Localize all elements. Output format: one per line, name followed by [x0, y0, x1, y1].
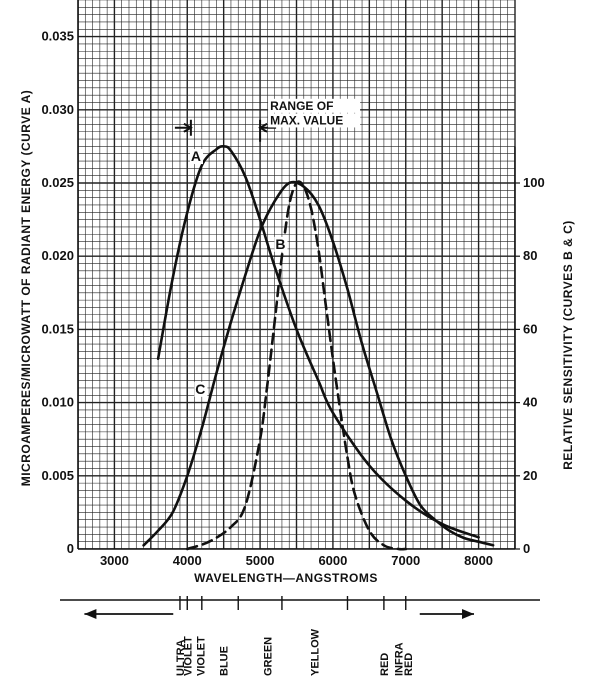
- curve-label-a: A: [191, 148, 201, 164]
- left-tick-label: 0.010: [41, 395, 74, 410]
- left-tick-label: 0.030: [41, 102, 74, 117]
- x-tick-label: 7000: [391, 553, 420, 568]
- left-y-axis: 0 0.005 0.010 0.015 0.020 0.025 0.030 0.035: [41, 29, 74, 556]
- spectrum-label: RED: [403, 653, 415, 676]
- x-axis: 3000 4000 5000 6000 7000 8000: [100, 553, 493, 568]
- x-tick-label: 8000: [464, 553, 493, 568]
- right-tick-label: 80: [523, 248, 537, 263]
- annotation-background: [268, 98, 361, 113]
- x-tick-label: 4000: [173, 553, 202, 568]
- spectrum-label: VIOLET: [182, 636, 194, 676]
- spectrum-right-arrowhead: [462, 609, 475, 619]
- x-axis-title: WAVELENGTH—ANGSTROMS: [194, 571, 378, 585]
- grid: [77, 0, 516, 550]
- right-tick-label: 60: [523, 321, 537, 336]
- x-tick-label: 5000: [246, 553, 275, 568]
- annotation-background: [268, 113, 361, 128]
- curve-label-c: C: [195, 381, 205, 397]
- left-panel: [0, 0, 78, 549]
- range-left-arrowhead: [183, 122, 193, 133]
- right-tick-label: 100: [523, 175, 545, 190]
- annotation-text: RANGE OF: [270, 99, 333, 113]
- spectrum-label: GREEN: [262, 637, 274, 676]
- x-tick-label: 6000: [318, 553, 347, 568]
- spectrum-label: INFRA: [393, 642, 405, 676]
- left-tick-label: 0.005: [41, 468, 74, 483]
- curve-label-b: B: [275, 236, 285, 252]
- spectrum-label: BLUE: [219, 646, 231, 676]
- range-right-arrowhead: [258, 122, 268, 133]
- left-tick-label: 0.025: [41, 175, 74, 190]
- curve-label-background: [274, 236, 288, 252]
- spectrum-left-arrowhead: [84, 609, 97, 619]
- right-tick-label: 20: [523, 468, 537, 483]
- x-tick-label: 3000: [100, 553, 129, 568]
- curve-label-background: [189, 149, 203, 165]
- series-a-line: [156, 145, 480, 539]
- spectrum-label: RED: [379, 653, 391, 676]
- left-tick-label: 0.015: [41, 321, 74, 336]
- right-y-axis: 0 20 40 60 80 100: [515, 175, 545, 556]
- right-tick-label: 0: [523, 541, 530, 556]
- spectrum-label: YELLOW: [310, 628, 322, 676]
- left-tick-label: 0.035: [41, 29, 74, 44]
- right-panel: [515, 146, 591, 549]
- left-tick-label: 0.020: [41, 248, 74, 263]
- spectrum-label: ULTRA: [175, 639, 187, 676]
- left-tick-label: 0: [67, 541, 74, 556]
- spectrum-label: VIOLET: [195, 636, 207, 676]
- annotation-text: MAX. VALUE: [270, 113, 343, 127]
- series-c-line: [142, 180, 495, 547]
- series: [142, 145, 495, 551]
- series-b-line: [186, 180, 408, 551]
- right-tick-label: 40: [523, 395, 537, 410]
- left-axis-title: MICROAMPERES/MICROWATT OF RADIANT ENERGY…: [19, 90, 33, 487]
- curve-label-background: [194, 381, 208, 397]
- right-axis-title: RELATIVE SENSITIVITY (CURVES B & C): [561, 220, 575, 470]
